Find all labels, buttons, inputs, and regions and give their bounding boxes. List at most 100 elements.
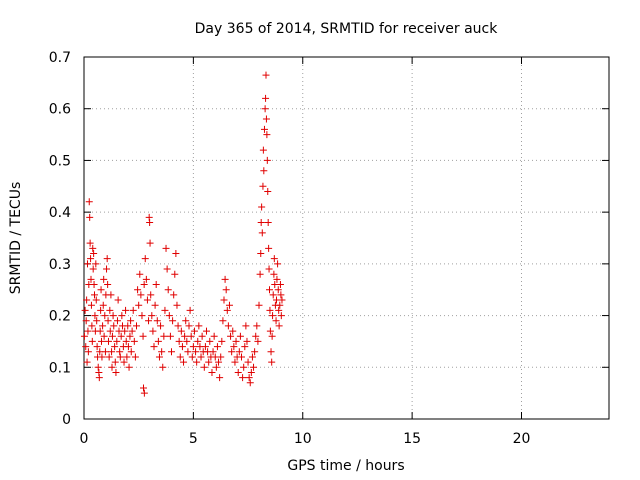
data-point	[173, 301, 181, 309]
data-points	[80, 71, 286, 397]
data-point	[116, 353, 124, 361]
y-axis-label: SRMTID / TECUs	[8, 182, 24, 295]
data-point	[116, 348, 124, 356]
data-point	[193, 358, 201, 366]
data-point	[124, 343, 132, 351]
y-tick-label: 0	[62, 412, 71, 428]
data-point	[113, 317, 121, 325]
data-point	[276, 281, 284, 289]
data-point	[95, 374, 103, 382]
data-point	[106, 327, 114, 335]
data-point	[87, 301, 95, 309]
data-point	[221, 275, 229, 283]
data-point	[125, 363, 133, 371]
data-point	[219, 317, 227, 325]
data-point	[268, 358, 276, 366]
data-point	[98, 353, 106, 361]
data-point	[267, 348, 275, 356]
data-point	[104, 281, 112, 289]
data-point	[259, 146, 267, 154]
data-point	[105, 353, 113, 361]
data-point	[88, 322, 96, 330]
data-point	[176, 353, 184, 361]
data-point	[121, 327, 129, 335]
data-point	[100, 332, 108, 340]
data-point	[213, 343, 221, 351]
data-point	[195, 322, 203, 330]
data-point	[145, 317, 153, 325]
data-point	[264, 218, 272, 226]
data-point	[250, 363, 258, 371]
data-point	[111, 358, 119, 366]
axis-ticks	[83, 56, 609, 420]
data-point	[90, 250, 98, 258]
y-tick-label: 0.7	[49, 50, 71, 66]
data-point	[109, 312, 117, 320]
data-point	[153, 317, 161, 325]
data-point	[212, 363, 220, 371]
data-point	[248, 353, 256, 361]
y-tick-label: 0.6	[49, 102, 71, 118]
data-point	[117, 332, 125, 340]
data-point	[137, 291, 145, 299]
data-point	[136, 270, 144, 278]
data-point	[133, 322, 140, 330]
data-point	[261, 105, 269, 113]
data-point	[263, 131, 271, 139]
data-point	[262, 94, 270, 102]
data-point	[111, 343, 119, 351]
data-point	[245, 374, 253, 382]
data-point	[86, 239, 94, 247]
data-point	[234, 368, 242, 376]
data-point	[185, 322, 193, 330]
data-point	[164, 286, 172, 294]
data-point	[208, 368, 216, 376]
tick-labels: 0 5 10 15 20 0 0.1 0.2 0.3 0.4 0.5 0.6 0.7	[49, 50, 531, 447]
data-point	[103, 255, 111, 263]
data-point	[187, 332, 195, 340]
x-tick-label: 0	[80, 431, 89, 447]
data-point	[258, 203, 266, 211]
data-point	[172, 250, 180, 258]
data-point	[243, 337, 251, 345]
data-point	[82, 317, 90, 325]
data-point	[150, 343, 158, 351]
data-point	[262, 115, 270, 123]
data-point	[206, 337, 214, 345]
data-point	[217, 353, 225, 361]
data-point	[175, 337, 183, 345]
data-point	[197, 353, 205, 361]
data-point	[183, 337, 191, 345]
data-point	[87, 255, 95, 263]
data-point	[275, 322, 283, 330]
data-point	[178, 343, 186, 351]
data-point	[188, 353, 196, 361]
data-point	[96, 327, 104, 335]
data-point	[155, 353, 163, 361]
data-point	[138, 312, 146, 320]
data-point	[104, 317, 112, 325]
data-point	[210, 332, 218, 340]
data-point	[238, 353, 245, 361]
x-tick-label: 5	[189, 431, 198, 447]
data-point	[275, 306, 283, 314]
data-point	[91, 312, 99, 320]
data-point	[171, 270, 179, 278]
data-point	[142, 275, 150, 283]
data-point	[168, 348, 175, 356]
data-point	[118, 312, 126, 320]
data-point	[218, 337, 226, 345]
data-point	[263, 156, 271, 164]
data-point	[203, 327, 210, 335]
data-point	[160, 332, 168, 340]
data-point	[240, 363, 248, 371]
data-point	[216, 374, 224, 382]
data-point	[189, 343, 197, 351]
data-point	[105, 337, 112, 345]
data-point	[86, 213, 94, 221]
data-point	[83, 358, 91, 366]
data-point	[269, 312, 277, 320]
data-point	[190, 327, 198, 335]
data-point	[100, 275, 108, 283]
